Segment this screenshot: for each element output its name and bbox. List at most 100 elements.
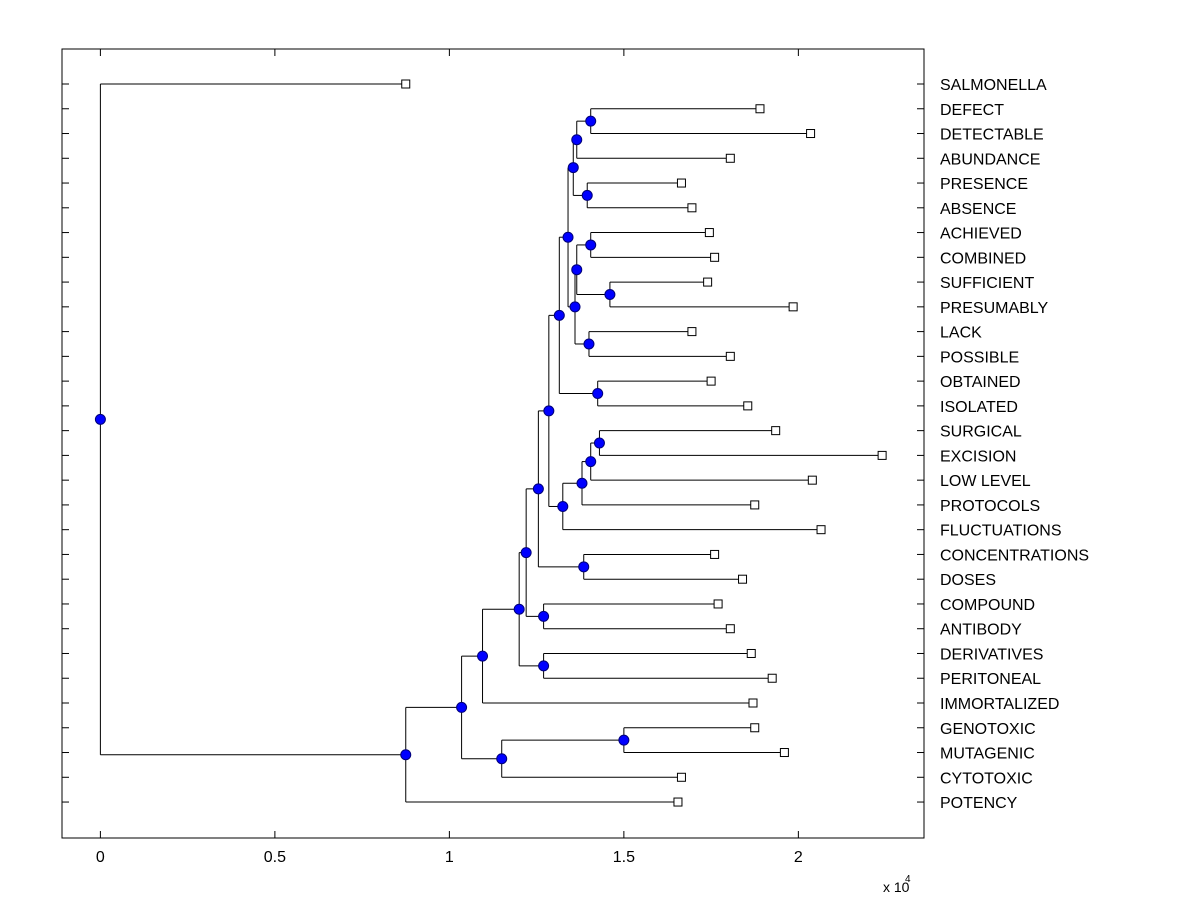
leaf-marker bbox=[755, 104, 765, 114]
leaf-label: DEFECT bbox=[940, 102, 1004, 119]
leaf-label: PRESENCE bbox=[940, 176, 1028, 193]
leaf-marker bbox=[746, 648, 756, 658]
leaf-marker bbox=[767, 673, 777, 683]
merge-node-marker bbox=[585, 239, 597, 251]
leaf-label: SUFFICIENT bbox=[940, 275, 1034, 292]
merge-node-marker bbox=[520, 547, 532, 559]
leaf-labels: SALMONELLA DEFECT DETECTABLE ABUNDANCE PRESE… bbox=[940, 77, 1089, 812]
leaf-label: DOSES bbox=[940, 572, 996, 589]
leaf-marker bbox=[687, 327, 697, 337]
merge-node-marker bbox=[94, 413, 106, 425]
leaf-label: CONCENTRATIONS bbox=[940, 547, 1089, 564]
leaf-marker bbox=[673, 797, 683, 807]
merge-node-marker bbox=[567, 162, 579, 174]
merge-node-marker bbox=[576, 477, 588, 489]
x-tick-label: 2 bbox=[794, 849, 803, 866]
x-tick-label: 0.5 bbox=[264, 849, 286, 866]
leaf-label: ABUNDANCE bbox=[940, 151, 1040, 168]
leaf-label: PERITONEAL bbox=[940, 671, 1041, 688]
leaf-marker bbox=[676, 178, 686, 188]
x-multiplier-label: x 10 bbox=[883, 879, 910, 895]
leaf-label: PROTOCOLS bbox=[940, 498, 1040, 515]
leaf-marker bbox=[710, 549, 720, 559]
merge-node-marker bbox=[496, 753, 508, 765]
leaf-label: SURGICAL bbox=[940, 424, 1022, 441]
leaf-label: ANTIBODY bbox=[940, 622, 1022, 639]
merge-node-marker bbox=[581, 189, 593, 201]
leaf-label: ISOLATED bbox=[940, 399, 1018, 416]
leaf-label: SALMONELLA bbox=[940, 77, 1047, 94]
leaf-label: DERIVATIVES bbox=[940, 646, 1043, 663]
x-tick-label: 0 bbox=[96, 849, 105, 866]
merge-node-marker bbox=[592, 388, 604, 399]
leaf-marker bbox=[750, 500, 760, 510]
leaf-label: POTENCY bbox=[940, 795, 1018, 812]
leaf-label: IMMORTALIZED bbox=[940, 696, 1059, 713]
merge-node-marker bbox=[585, 115, 597, 127]
leaf-marker bbox=[725, 351, 735, 361]
merge-nodes bbox=[94, 115, 630, 765]
leaf-marker bbox=[807, 475, 817, 485]
leaf-label: COMPOUND bbox=[940, 597, 1035, 614]
leaf-label: COMBINED bbox=[940, 250, 1026, 267]
y-ticks bbox=[62, 83, 924, 803]
x-tick-label: 1 bbox=[445, 849, 454, 866]
x-multiplier-exponent: 4 bbox=[905, 874, 911, 885]
leaf-marker bbox=[877, 450, 887, 460]
merge-node-marker bbox=[513, 603, 525, 615]
merge-node-marker bbox=[562, 231, 574, 243]
merge-node-marker bbox=[538, 610, 550, 622]
merge-node-marker bbox=[532, 483, 544, 495]
merge-node-marker bbox=[557, 500, 569, 512]
leaf-marker bbox=[816, 525, 826, 535]
leaf-marker bbox=[750, 723, 760, 733]
leaf-marker bbox=[704, 228, 714, 238]
merge-node-marker bbox=[569, 301, 581, 313]
merge-node-marker bbox=[538, 660, 550, 672]
leaf-label: DETECTABLE bbox=[940, 127, 1044, 144]
leaf-label: EXCISION bbox=[940, 448, 1016, 465]
merge-node-marker bbox=[585, 456, 597, 468]
merge-node-marker bbox=[543, 405, 555, 417]
leaf-marker bbox=[779, 748, 789, 758]
leaf-label: FLUCTUATIONS bbox=[940, 523, 1061, 540]
leaf-label: CYTOTOXIC bbox=[940, 770, 1033, 787]
leaf-marker bbox=[806, 129, 816, 139]
merge-node-marker bbox=[477, 650, 489, 662]
leaf-marker bbox=[703, 277, 713, 287]
merge-node-marker bbox=[456, 701, 468, 713]
leaf-marker bbox=[725, 624, 735, 634]
plot-area bbox=[61, 48, 925, 839]
merge-node-marker bbox=[593, 437, 605, 449]
leaf-marker bbox=[788, 302, 798, 312]
merge-node-marker bbox=[578, 561, 590, 573]
leaf-marker bbox=[710, 252, 720, 262]
leaf-label: OBTAINED bbox=[940, 374, 1021, 391]
merge-node-marker bbox=[400, 749, 412, 761]
leaf-marker bbox=[738, 574, 748, 584]
merge-node-marker bbox=[583, 338, 595, 350]
leaf-label: LOW LEVEL bbox=[940, 473, 1031, 490]
leaf-marker bbox=[771, 426, 781, 436]
leaf-marker bbox=[676, 772, 686, 782]
merge-node-marker bbox=[571, 264, 583, 276]
merge-node-marker bbox=[618, 734, 630, 746]
leaf-label: POSSIBLE bbox=[940, 349, 1019, 366]
leaf-label: GENOTOXIC bbox=[940, 721, 1036, 738]
leaf-marker bbox=[706, 376, 716, 386]
leaf-marker bbox=[725, 153, 735, 163]
x-axis: 0 0.5 1 1.5 2 bbox=[96, 49, 803, 866]
x-tick-label: 1.5 bbox=[613, 849, 635, 866]
leaf-label: PRESUMABLY bbox=[940, 300, 1049, 317]
merge-node-marker bbox=[604, 288, 616, 300]
leaf-marker bbox=[713, 599, 723, 609]
merge-node-marker bbox=[571, 134, 583, 146]
leaf-markers bbox=[401, 79, 887, 807]
merge-node-marker bbox=[553, 309, 565, 321]
leaf-label: LACK bbox=[940, 325, 982, 342]
leaf-label: ACHIEVED bbox=[940, 226, 1022, 243]
leaf-label: MUTAGENIC bbox=[940, 746, 1035, 763]
leaf-marker bbox=[743, 401, 753, 411]
leaf-marker bbox=[748, 698, 758, 708]
